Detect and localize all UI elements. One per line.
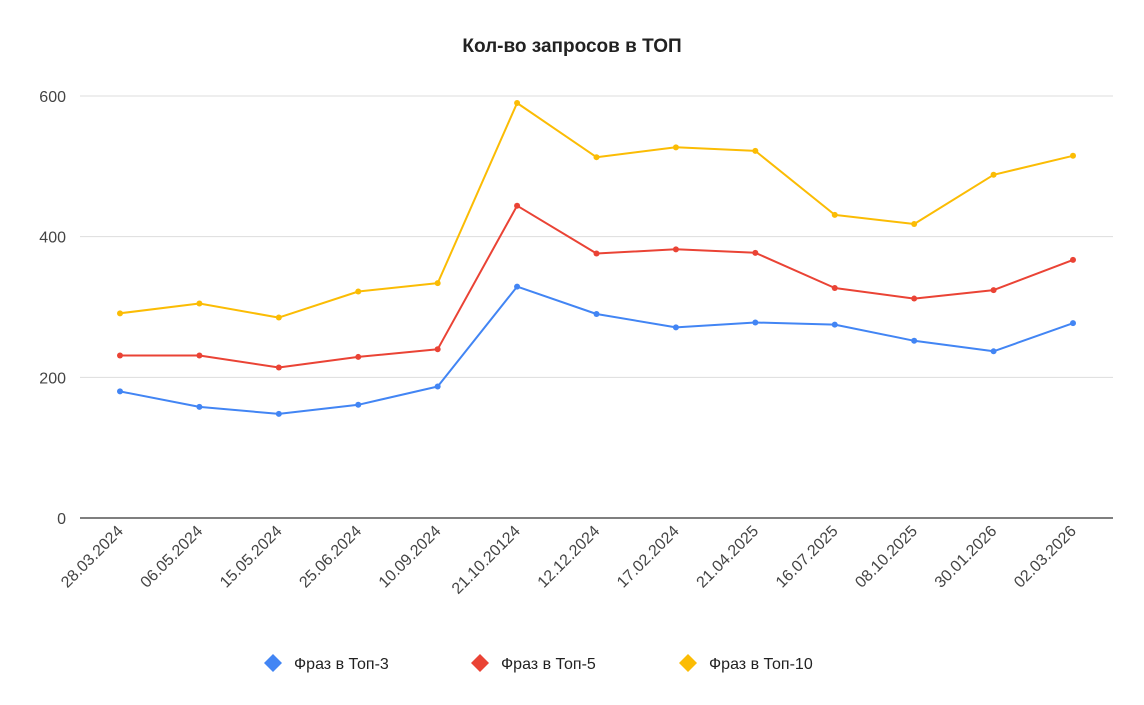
data-point <box>196 352 203 359</box>
data-point <box>117 388 123 395</box>
y-axis-tick-labels: 0 200 400 600 <box>39 89 66 528</box>
data-point <box>593 250 600 257</box>
data-point <box>117 352 123 359</box>
data-point <box>434 280 441 287</box>
legend: Фраз в Топ-3 Фраз в Топ-5 Фраз в Топ-10 <box>264 654 813 673</box>
series-line <box>119 285 1074 415</box>
x-tick-label: 28.03.2024 <box>58 523 127 592</box>
series-1 <box>117 283 1076 417</box>
data-point <box>355 353 362 360</box>
data-point <box>275 410 282 417</box>
data-point <box>1070 256 1076 263</box>
data-point <box>911 337 918 344</box>
legend-item: Фраз в Топ-5 <box>471 654 596 673</box>
data-point <box>831 211 838 218</box>
y-tick-label: 0 <box>57 511 66 528</box>
x-tick-label: 08.10.2025 <box>852 523 921 592</box>
x-tick-label: 10.09.2024 <box>376 523 445 592</box>
data-point <box>911 295 918 302</box>
legend-marker-icon <box>264 654 282 672</box>
data-point <box>514 100 521 107</box>
data-point <box>672 324 679 331</box>
x-tick-label: 06.05.2024 <box>138 523 207 592</box>
data-point <box>672 144 679 151</box>
data-point <box>752 249 759 256</box>
data-point <box>196 300 203 307</box>
data-point <box>752 147 759 154</box>
x-axis-tick-labels: 28.03.2024 06.05.2024 15.05.2024 25.06.2024… <box>58 523 1080 598</box>
data-point <box>831 285 838 292</box>
data-point <box>752 319 759 326</box>
series-2 <box>117 202 1076 371</box>
data-point <box>911 221 918 228</box>
legend-item: Фраз в Топ-10 <box>679 654 813 673</box>
data-point <box>990 348 997 355</box>
data-point <box>593 154 600 161</box>
x-tick-label: 15.05.2024 <box>217 523 286 592</box>
legend-marker-icon <box>679 654 697 672</box>
series-line <box>119 102 1074 319</box>
gridlines <box>80 95 1113 378</box>
legend-label: Фраз в Топ-5 <box>501 656 596 673</box>
x-tick-label: 21.10.20124 <box>449 523 524 598</box>
series-3 <box>117 100 1076 321</box>
data-point <box>990 171 997 178</box>
data-point <box>434 346 441 353</box>
data-point <box>355 288 362 295</box>
data-point <box>514 202 521 209</box>
x-tick-label: 16.07.2025 <box>773 523 842 592</box>
x-tick-label: 30.01.2026 <box>932 523 1001 592</box>
data-point <box>117 310 123 317</box>
y-tick-label: 600 <box>39 89 66 106</box>
data-point <box>990 287 997 294</box>
x-tick-label: 17.02.2024 <box>614 523 683 592</box>
data-point <box>434 383 441 390</box>
legend-label: Фраз в Топ-3 <box>294 656 389 673</box>
data-point <box>672 246 679 253</box>
data-point <box>1070 320 1076 327</box>
x-tick-label: 12.12.2024 <box>535 523 604 592</box>
data-point <box>275 364 282 371</box>
y-tick-label: 200 <box>39 370 66 387</box>
legend-label: Фраз в Топ-10 <box>709 656 813 673</box>
legend-item: Фраз в Топ-3 <box>264 654 389 673</box>
data-point <box>355 401 362 408</box>
data-point <box>514 283 521 290</box>
data-point <box>275 314 282 321</box>
x-tick-label: 21.04.2025 <box>694 523 763 592</box>
data-point <box>1070 152 1076 159</box>
x-tick-label: 25.06.2024 <box>296 523 365 592</box>
legend-marker-icon <box>471 654 489 672</box>
x-tick-label: 02.03.2026 <box>1011 523 1080 592</box>
data-point <box>593 311 600 318</box>
series-lines <box>117 100 1076 417</box>
y-tick-label: 400 <box>39 230 66 247</box>
data-point <box>831 321 838 328</box>
data-point <box>196 403 203 410</box>
chart-title: Кол-во запросов в ТОП <box>462 36 681 57</box>
